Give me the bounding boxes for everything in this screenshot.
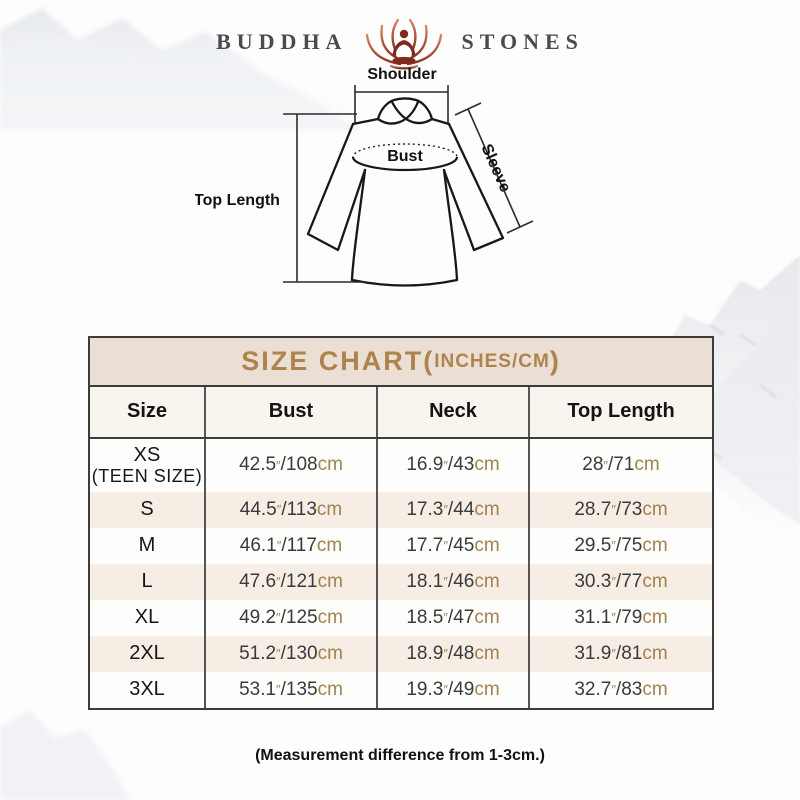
top-length-cell: 32.7 ″/83 cm xyxy=(574,678,668,700)
bust-cell: 46.1 ″/117 cm xyxy=(206,528,378,564)
table-row-xl: XL 49.2 ″/125 cm 18.5 ″/47 cm 31.1 ″/79 cm xyxy=(90,600,712,636)
measurement-footnote: (Measurement difference from 1-3cm.) xyxy=(255,747,545,764)
size-cell: XL xyxy=(90,600,206,636)
top-length-cell: 29.5 ″/75 cm xyxy=(574,534,668,556)
column-header-size: Size xyxy=(90,387,206,437)
garment-measurement-diagram: Shoulder Top Length Bust Sleeve xyxy=(195,66,534,287)
table-row-2xl: 2XL 51.2 ″/130 cm 18.9 ″/48 cm 31.9 ″/81 cm xyxy=(90,636,712,672)
lotus-meditation-icon xyxy=(366,18,443,70)
bust-cell: 49.2 ″/125 cm xyxy=(206,600,378,636)
column-header-row: Size Bust Neck Top Length xyxy=(90,387,712,439)
bust-cell: 42.5 ″/108 cm xyxy=(206,439,378,492)
size-cell: S xyxy=(90,492,206,528)
top-length-cell: 28.7 ″/73 cm xyxy=(574,498,668,520)
top-length-cell: 30.3 ″/77 cm xyxy=(574,570,668,592)
neck-cell: 16.9 ″/43 cm xyxy=(378,439,530,492)
table-row-3xl: 3XL 53.1 ″/135 cm 19.3 ″/49 cm 32.7 ″/83 cm xyxy=(90,672,712,708)
brand-name-left: BUDDHA xyxy=(216,29,348,54)
column-header-bust: Bust xyxy=(206,387,378,437)
size-chart-title-band: SIZE CHART(INCHES/CM) xyxy=(90,338,712,387)
column-header-top-length: Top Length xyxy=(567,400,675,423)
bust-cell: 53.1 ″/135 cm xyxy=(206,672,378,708)
neck-cell: 19.3 ″/49 cm xyxy=(378,672,530,708)
table-row-s: S 44.5 ″/113 cm 17.3 ″/44 cm 28.7 ″/73 cm xyxy=(90,492,712,528)
bust-cell: 44.5 ″/113 cm xyxy=(206,492,378,528)
table-row-m: M 46.1 ″/117 cm 17.7 ″/45 cm 29.5 ″/75 cm xyxy=(90,528,712,564)
top-length-cell: 31.9 ″/81 cm xyxy=(574,642,668,664)
top-length-cell: 31.1 ″/79 cm xyxy=(574,606,668,628)
size-cell: XS (TEEN SIZE) xyxy=(90,439,206,492)
title-paren-close: ) xyxy=(549,346,561,376)
size-chart-table: SIZE CHART(INCHES/CM) Size Bust Neck Top… xyxy=(88,336,714,710)
neck-cell: 17.3 ″/44 cm xyxy=(378,492,530,528)
size-cell: L xyxy=(90,564,206,600)
shoulder-label: Shoulder xyxy=(367,66,436,83)
table-row-l: L 47.6 ″/121 cm 18.1 ″/46 cm 30.3 ″/77 cm xyxy=(90,564,712,600)
table-row-xs: XS (TEEN SIZE) 42.5 ″/108 cm 16.9 ″/43 cm 28… xyxy=(90,439,712,492)
column-header-neck: Neck xyxy=(378,387,530,437)
bust-cell: 51.2 ″/130 cm xyxy=(206,636,378,672)
title-paren-open: ( xyxy=(423,346,435,376)
size-note: (TEEN SIZE) xyxy=(91,465,203,486)
neck-cell: 17.7 ″/45 cm xyxy=(378,528,530,564)
bust-label: Bust xyxy=(387,148,423,165)
size-chart-title: SIZE CHART xyxy=(241,346,424,376)
bust-cell: 47.6 ″/121 cm xyxy=(206,564,378,600)
size-cell: M xyxy=(90,528,206,564)
size-cell: 2XL xyxy=(90,636,206,672)
size-chart-subtitle: INCHES/CM xyxy=(434,350,550,372)
neck-cell: 18.9 ″/48 cm xyxy=(378,636,530,672)
brand-name-right: STONES xyxy=(461,29,584,54)
neck-cell: 18.5 ″/47 cm xyxy=(378,600,530,636)
neck-cell: 18.1 ″/46 cm xyxy=(378,564,530,600)
brand-header: BUDDHA STONES xyxy=(0,14,800,70)
top-length-label: Top Length xyxy=(195,192,280,209)
sleeve-label: Sleeve xyxy=(477,142,513,195)
size-cell: 3XL xyxy=(90,672,206,708)
top-length-cell: 28 ″/71 cm xyxy=(582,454,660,476)
